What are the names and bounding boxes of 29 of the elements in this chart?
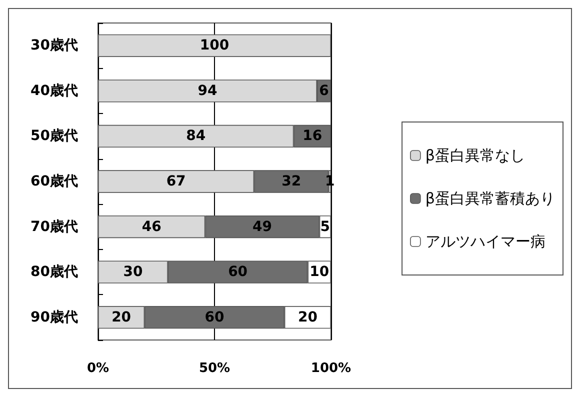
data-label: 49 [252, 218, 272, 235]
y-tick-label: 90歳代 [30, 309, 78, 326]
data-label: 84 [186, 128, 206, 144]
legend-label: アルツハイマー病 [425, 232, 546, 250]
data-label: 6 [319, 82, 329, 99]
y-tick-label: 30歳代 [30, 38, 78, 54]
data-label: 30 [123, 264, 143, 280]
data-label: 20 [112, 309, 132, 326]
data-label: 94 [198, 82, 218, 99]
x-tick-label: 100% [310, 361, 352, 376]
data-label: 46 [142, 218, 162, 235]
data-label: 16 [302, 128, 322, 144]
y-tick-label: 50歳代 [30, 128, 78, 144]
y-tick-label: 60歳代 [30, 174, 78, 190]
data-label: 60 [204, 309, 224, 326]
legend-label: β蛋白異常蓄積あり [425, 190, 556, 208]
data-label: 60 [228, 264, 248, 280]
data-label: 32 [282, 174, 302, 190]
y-tick-label: 40歳代 [30, 82, 78, 99]
data-label: 10 [310, 264, 330, 280]
data-label: 67 [166, 174, 186, 190]
x-tick-label: 0% [86, 361, 110, 376]
x-tick-label: 50% [198, 361, 230, 376]
legend-label: β蛋白異常なし [425, 146, 526, 164]
y-tick-label: 80歳代 [30, 264, 78, 280]
data-label: 5 [320, 218, 330, 235]
data-label: 100 [200, 38, 230, 54]
y-tick-label: 70歳代 [30, 218, 78, 235]
data-label: 20 [298, 309, 318, 326]
